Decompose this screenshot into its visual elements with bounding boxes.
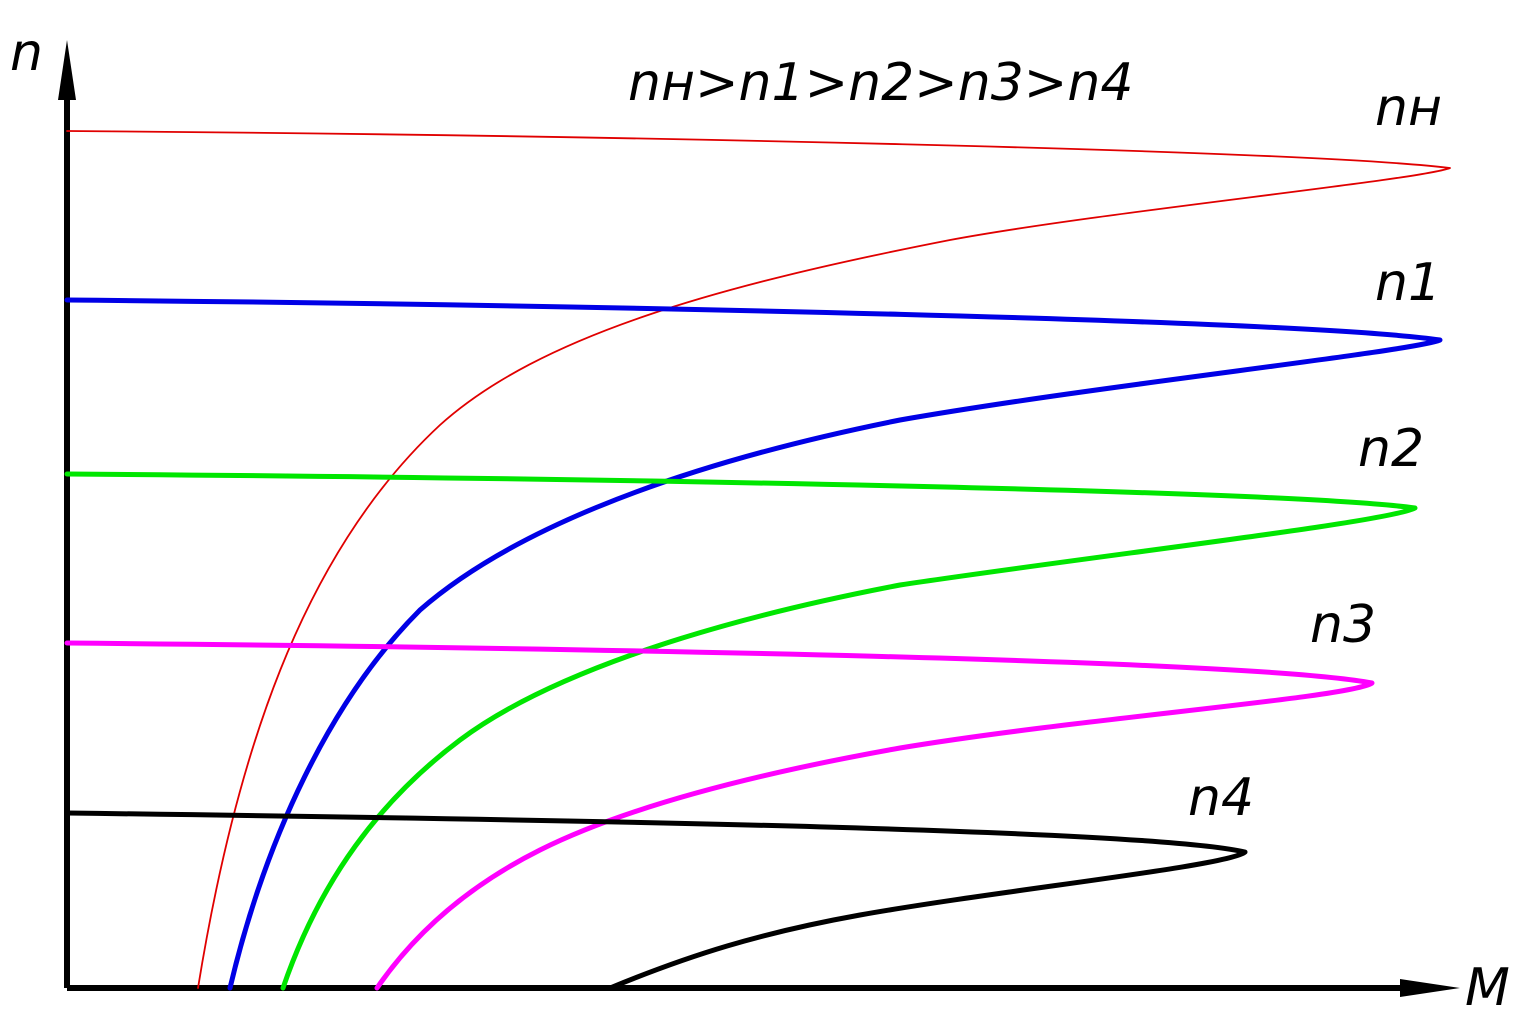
curve-label: n1 xyxy=(1375,253,1441,313)
curve-n1 xyxy=(64,297,1443,991)
relation-label: nн>n1>n2>n3>n4 xyxy=(628,53,1133,113)
curve-label: n4 xyxy=(1188,768,1254,828)
y-axis-arrow xyxy=(58,40,76,100)
curve-label: n2 xyxy=(1358,419,1424,479)
x-axis-arrow xyxy=(1400,979,1460,997)
curve-n2 xyxy=(64,471,1418,991)
curve-label: nн xyxy=(1375,78,1442,138)
curve-nn xyxy=(66,130,1451,989)
x-axis-label: M xyxy=(1465,958,1510,1018)
curve-n3 xyxy=(64,640,1375,991)
curve-n4 xyxy=(64,810,1248,991)
y-axis-label: n xyxy=(10,23,43,83)
curve-label: n3 xyxy=(1310,595,1376,655)
